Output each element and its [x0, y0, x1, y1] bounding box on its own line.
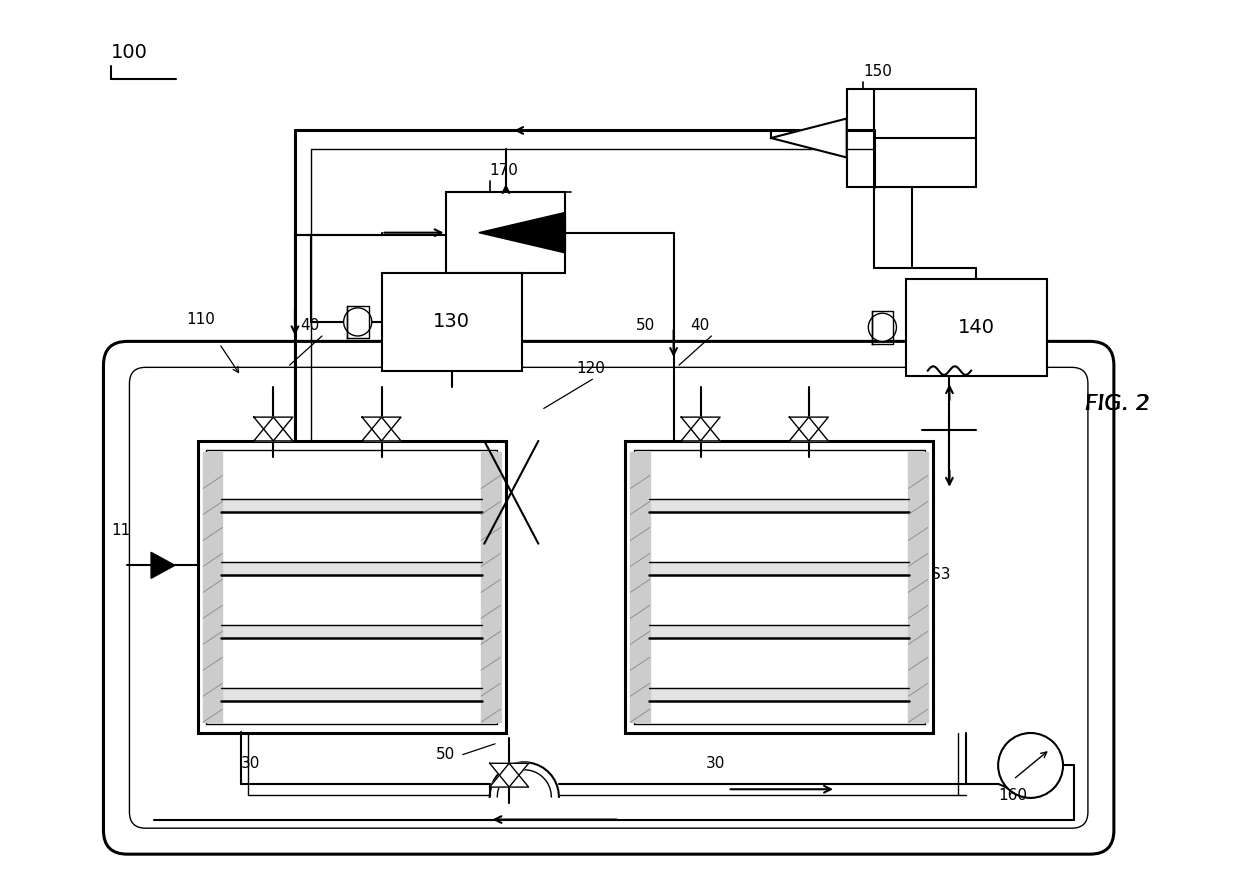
- Text: 50: 50: [436, 747, 455, 762]
- Bar: [206, 449, 497, 725]
- Polygon shape: [478, 213, 565, 253]
- Polygon shape: [681, 417, 720, 441]
- Text: 11: 11: [112, 523, 130, 538]
- FancyBboxPatch shape: [104, 341, 1114, 854]
- Bar: [624, 441, 933, 733]
- Bar: [197, 441, 506, 733]
- Text: FIG. 2: FIG. 2: [1084, 394, 1150, 414]
- Polygon shape: [362, 417, 401, 441]
- Text: 50: 50: [636, 318, 655, 333]
- Polygon shape: [789, 417, 829, 441]
- Polygon shape: [789, 417, 829, 441]
- Text: 100: 100: [112, 44, 147, 63]
- Text: 40: 40: [690, 318, 709, 333]
- Polygon shape: [151, 552, 175, 578]
- Text: 150: 150: [862, 64, 892, 78]
- FancyBboxPatch shape: [129, 368, 1088, 828]
- Polygon shape: [489, 763, 529, 787]
- Text: 160: 160: [999, 788, 1027, 803]
- Polygon shape: [203, 452, 223, 722]
- Text: 130: 130: [434, 313, 471, 331]
- Bar: [846, 90, 976, 186]
- Text: 140: 140: [958, 318, 995, 337]
- Bar: [382, 273, 522, 370]
- Bar: [906, 279, 1047, 376]
- Circle shape: [999, 733, 1063, 798]
- Polygon shape: [771, 118, 846, 158]
- Text: 170: 170: [489, 163, 519, 178]
- Circle shape: [869, 314, 897, 341]
- Polygon shape: [489, 763, 529, 787]
- Text: FIG. 2: FIG. 2: [1084, 394, 1150, 414]
- Polygon shape: [908, 452, 928, 722]
- Bar: [633, 449, 924, 725]
- Polygon shape: [254, 417, 292, 441]
- Text: S3: S3: [930, 566, 950, 582]
- Polygon shape: [254, 417, 292, 441]
- Polygon shape: [681, 417, 720, 441]
- Polygon shape: [362, 417, 401, 441]
- Circle shape: [343, 307, 372, 336]
- Text: 30: 30: [706, 756, 725, 771]
- Text: 40: 40: [300, 318, 320, 333]
- Text: 30: 30: [240, 756, 260, 771]
- Text: 120: 120: [576, 361, 605, 376]
- Bar: [446, 192, 565, 273]
- Text: 110: 110: [187, 313, 216, 327]
- Polygon shape: [631, 452, 649, 722]
- Polygon shape: [481, 452, 501, 722]
